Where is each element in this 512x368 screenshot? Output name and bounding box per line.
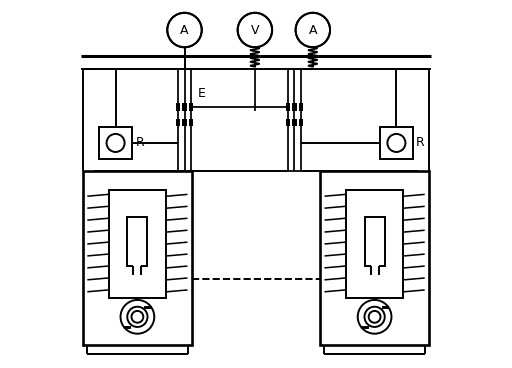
Bar bbox=[109, 190, 166, 298]
Circle shape bbox=[132, 311, 143, 323]
Bar bbox=[134, 265, 141, 275]
Text: A: A bbox=[180, 24, 189, 36]
Bar bbox=[176, 119, 180, 126]
Bar bbox=[182, 103, 187, 111]
Text: A: A bbox=[309, 24, 317, 36]
Text: E: E bbox=[198, 87, 206, 100]
Bar bbox=[127, 217, 147, 265]
Bar bbox=[371, 265, 378, 275]
Circle shape bbox=[365, 307, 385, 327]
Bar bbox=[299, 119, 303, 126]
Bar bbox=[292, 119, 296, 126]
Circle shape bbox=[120, 300, 154, 334]
Bar bbox=[380, 127, 413, 159]
Bar bbox=[292, 103, 296, 111]
Bar bbox=[99, 127, 132, 159]
Text: R: R bbox=[135, 137, 144, 149]
Text: R: R bbox=[416, 137, 425, 149]
Circle shape bbox=[295, 13, 330, 47]
Circle shape bbox=[106, 134, 124, 152]
Text: V: V bbox=[251, 24, 259, 36]
Circle shape bbox=[358, 300, 392, 334]
Bar bbox=[320, 171, 429, 344]
Bar bbox=[365, 217, 385, 265]
Bar bbox=[346, 190, 403, 298]
Bar bbox=[83, 171, 192, 344]
Circle shape bbox=[238, 13, 272, 47]
Bar bbox=[286, 103, 290, 111]
Circle shape bbox=[167, 13, 202, 47]
Bar bbox=[189, 103, 194, 111]
Bar bbox=[176, 103, 180, 111]
Circle shape bbox=[127, 307, 147, 327]
Bar bbox=[182, 119, 187, 126]
Circle shape bbox=[369, 311, 380, 323]
Bar bbox=[189, 119, 194, 126]
Bar bbox=[299, 103, 303, 111]
Circle shape bbox=[388, 134, 406, 152]
Bar bbox=[286, 119, 290, 126]
